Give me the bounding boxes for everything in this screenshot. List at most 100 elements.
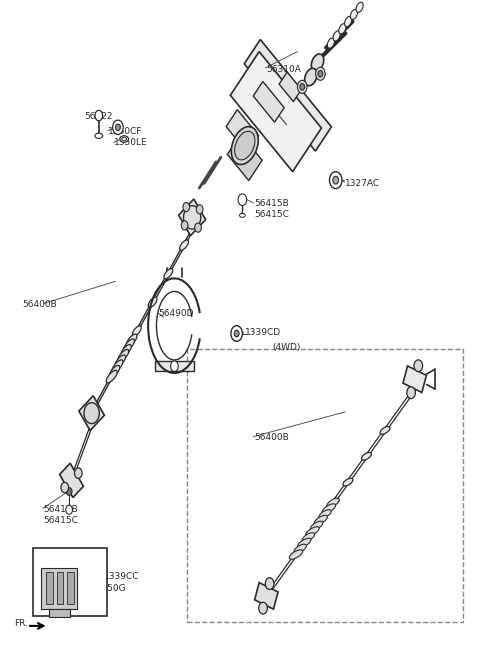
Text: 56490D: 56490D bbox=[158, 309, 194, 318]
Ellipse shape bbox=[61, 483, 69, 493]
Polygon shape bbox=[253, 82, 284, 122]
Ellipse shape bbox=[306, 526, 319, 536]
Ellipse shape bbox=[231, 127, 258, 165]
Polygon shape bbox=[57, 572, 63, 604]
Text: 1350LE: 1350LE bbox=[114, 139, 148, 147]
Text: 1339CD: 1339CD bbox=[245, 328, 281, 337]
Circle shape bbox=[300, 84, 305, 90]
Polygon shape bbox=[279, 72, 301, 101]
Ellipse shape bbox=[311, 521, 323, 530]
Ellipse shape bbox=[106, 370, 117, 383]
Text: 56415B: 56415B bbox=[43, 506, 78, 514]
Ellipse shape bbox=[380, 426, 390, 434]
Ellipse shape bbox=[350, 9, 358, 20]
Text: 56400B: 56400B bbox=[254, 434, 289, 443]
Circle shape bbox=[234, 330, 239, 337]
Circle shape bbox=[84, 403, 99, 424]
Polygon shape bbox=[60, 463, 84, 498]
Circle shape bbox=[183, 205, 201, 229]
Ellipse shape bbox=[305, 68, 317, 86]
Ellipse shape bbox=[95, 133, 103, 139]
Ellipse shape bbox=[132, 326, 141, 336]
Polygon shape bbox=[228, 134, 262, 181]
Ellipse shape bbox=[123, 339, 134, 352]
Ellipse shape bbox=[240, 213, 245, 217]
Ellipse shape bbox=[235, 131, 255, 160]
Polygon shape bbox=[230, 52, 322, 171]
Circle shape bbox=[170, 361, 178, 371]
Ellipse shape bbox=[164, 269, 173, 279]
Text: 95450G: 95450G bbox=[91, 583, 126, 593]
Ellipse shape bbox=[259, 602, 267, 614]
Circle shape bbox=[181, 221, 188, 230]
Polygon shape bbox=[244, 39, 331, 151]
Polygon shape bbox=[403, 366, 426, 392]
Polygon shape bbox=[226, 110, 259, 153]
Circle shape bbox=[66, 505, 72, 514]
Circle shape bbox=[116, 124, 120, 131]
Polygon shape bbox=[156, 361, 193, 371]
Circle shape bbox=[333, 176, 338, 184]
Ellipse shape bbox=[74, 468, 82, 478]
Ellipse shape bbox=[322, 504, 336, 513]
Ellipse shape bbox=[127, 334, 137, 346]
Circle shape bbox=[196, 205, 203, 214]
Circle shape bbox=[316, 67, 325, 80]
Text: FR.: FR. bbox=[14, 619, 28, 628]
Ellipse shape bbox=[148, 297, 157, 307]
Ellipse shape bbox=[298, 538, 311, 548]
Text: 56400B: 56400B bbox=[22, 300, 57, 309]
Text: 1327AC: 1327AC bbox=[345, 179, 381, 188]
Ellipse shape bbox=[122, 137, 127, 141]
Ellipse shape bbox=[314, 515, 327, 525]
Circle shape bbox=[238, 194, 247, 205]
Ellipse shape bbox=[265, 577, 274, 589]
Bar bbox=[187, 349, 463, 622]
Circle shape bbox=[95, 111, 103, 121]
Circle shape bbox=[66, 487, 72, 495]
Circle shape bbox=[89, 595, 93, 600]
Ellipse shape bbox=[312, 54, 324, 71]
Polygon shape bbox=[41, 568, 77, 609]
Text: 56415C: 56415C bbox=[43, 515, 78, 525]
Ellipse shape bbox=[345, 16, 352, 27]
Polygon shape bbox=[179, 199, 205, 235]
Ellipse shape bbox=[319, 509, 331, 519]
Ellipse shape bbox=[115, 355, 125, 367]
Polygon shape bbox=[79, 396, 104, 430]
Polygon shape bbox=[254, 583, 278, 609]
Circle shape bbox=[298, 80, 307, 94]
Ellipse shape bbox=[327, 38, 335, 48]
Circle shape bbox=[231, 326, 242, 341]
Text: 56415C: 56415C bbox=[254, 209, 289, 218]
Ellipse shape bbox=[407, 387, 415, 398]
Polygon shape bbox=[48, 609, 70, 617]
Ellipse shape bbox=[120, 136, 129, 143]
Text: 56322: 56322 bbox=[84, 112, 113, 122]
Text: (4WD): (4WD) bbox=[273, 343, 301, 353]
Circle shape bbox=[318, 71, 323, 77]
Polygon shape bbox=[33, 547, 108, 616]
Ellipse shape bbox=[121, 345, 131, 356]
Polygon shape bbox=[148, 319, 201, 332]
Polygon shape bbox=[46, 572, 53, 604]
Ellipse shape bbox=[294, 544, 306, 553]
Text: 1339CC: 1339CC bbox=[104, 572, 139, 581]
Text: 56415B: 56415B bbox=[254, 199, 289, 207]
Text: 1360CF: 1360CF bbox=[108, 127, 143, 136]
Ellipse shape bbox=[343, 478, 353, 486]
Polygon shape bbox=[67, 572, 74, 604]
Ellipse shape bbox=[302, 533, 314, 542]
Ellipse shape bbox=[414, 360, 422, 371]
Circle shape bbox=[113, 120, 123, 135]
Ellipse shape bbox=[289, 550, 303, 559]
Circle shape bbox=[183, 203, 190, 212]
Text: 56310A: 56310A bbox=[266, 65, 301, 74]
Ellipse shape bbox=[180, 240, 189, 250]
Circle shape bbox=[86, 592, 95, 604]
Ellipse shape bbox=[112, 360, 123, 372]
Ellipse shape bbox=[356, 2, 363, 12]
Ellipse shape bbox=[327, 498, 339, 508]
Ellipse shape bbox=[361, 453, 372, 460]
Ellipse shape bbox=[339, 24, 346, 34]
